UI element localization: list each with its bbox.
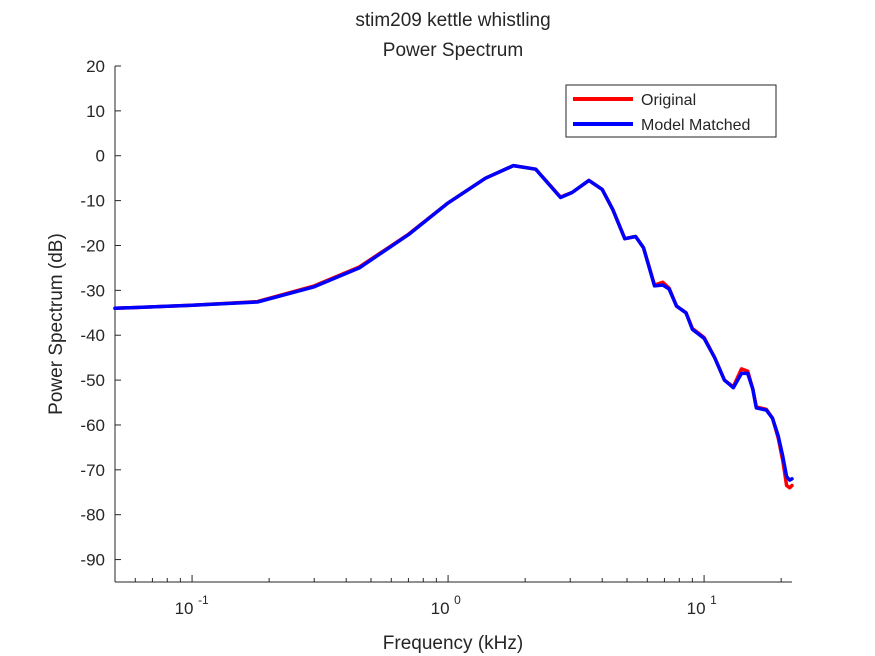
x-tick-exponent: 0 bbox=[454, 593, 461, 607]
series-layer bbox=[113, 163, 794, 490]
x-tick-exponent: -1 bbox=[198, 593, 209, 607]
legend-box bbox=[565, 84, 777, 138]
y-tick-label: -10 bbox=[80, 192, 105, 211]
y-tick-label: -20 bbox=[80, 236, 105, 255]
y-axis-label: Power Spectrum (dB) bbox=[46, 233, 67, 415]
chart-subtitle: Power Spectrum bbox=[383, 40, 523, 61]
legend-label-model-matched: Model Matched bbox=[641, 117, 750, 134]
y-axis-ticks: 20 10 0 -10 -20 -30 -40 -50 -60 -70 -80 -90 bbox=[80, 57, 121, 570]
chart-title: stim209 kettle whistling bbox=[355, 10, 550, 31]
x-tick-exponent: 1 bbox=[710, 593, 717, 607]
y-tick-label: 10 bbox=[86, 102, 105, 121]
x-tick-label: 10 bbox=[431, 599, 450, 618]
y-tick-label: -90 bbox=[80, 551, 105, 570]
x-axis-label: Frequency (kHz) bbox=[383, 633, 523, 654]
y-tick-label: -50 bbox=[80, 371, 105, 390]
series-line-model-matched bbox=[113, 163, 794, 482]
y-tick-label: 20 bbox=[86, 57, 105, 76]
x-axis-ticks: 10 -1 10 0 10 1 bbox=[114, 575, 782, 618]
legend: Original Model Matched bbox=[565, 84, 777, 138]
y-tick-label: -70 bbox=[80, 461, 105, 480]
y-tick-label: -30 bbox=[80, 281, 105, 300]
legend-label-original: Original bbox=[641, 92, 696, 109]
y-tick-label: 0 bbox=[96, 147, 105, 166]
plot-area: 20 10 0 -10 -20 -30 -40 -50 -60 -70 -80 -90 10 -1 10 0… bbox=[80, 57, 794, 618]
x-tick-label: 10 bbox=[175, 599, 194, 618]
x-tick-label: 10 bbox=[687, 599, 706, 618]
y-tick-label: -40 bbox=[80, 326, 105, 345]
y-tick-label: -80 bbox=[80, 506, 105, 525]
y-tick-label: -60 bbox=[80, 416, 105, 435]
